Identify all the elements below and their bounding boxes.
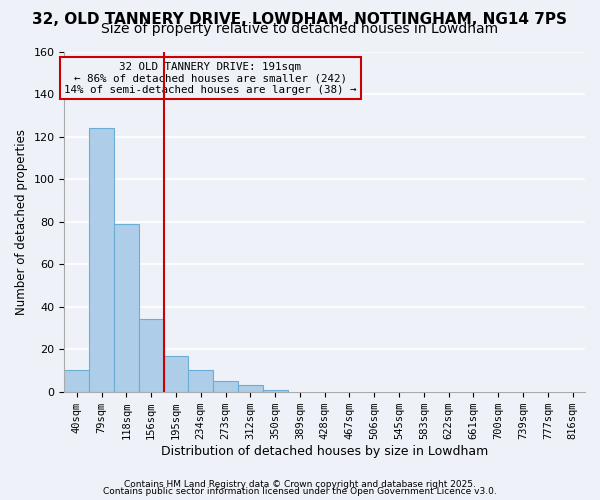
Bar (164, 356, 188, 392)
X-axis label: Distribution of detached houses by size in Lowdham: Distribution of detached houses by size … (161, 444, 488, 458)
Bar (188, 370, 213, 392)
Text: Contains public sector information licensed under the Open Government Licence v3: Contains public sector information licen… (103, 488, 497, 496)
Text: 32, OLD TANNERY DRIVE, LOWDHAM, NOTTINGHAM, NG14 7PS: 32, OLD TANNERY DRIVE, LOWDHAM, NOTTINGH… (32, 12, 568, 26)
Text: 32 OLD TANNERY DRIVE: 191sqm
← 86% of detached houses are smaller (242)
14% of s: 32 OLD TANNERY DRIVE: 191sqm ← 86% of de… (64, 62, 356, 95)
Bar (213, 381, 238, 392)
Bar (139, 320, 164, 392)
Bar (263, 390, 287, 392)
Y-axis label: Number of detached properties: Number of detached properties (15, 128, 28, 314)
Bar (64, 370, 89, 392)
Text: Contains HM Land Registry data © Crown copyright and database right 2025.: Contains HM Land Registry data © Crown c… (124, 480, 476, 489)
Bar (89, 128, 114, 392)
Bar (114, 224, 139, 392)
Bar (238, 386, 263, 392)
Text: Size of property relative to detached houses in Lowdham: Size of property relative to detached ho… (101, 22, 499, 36)
